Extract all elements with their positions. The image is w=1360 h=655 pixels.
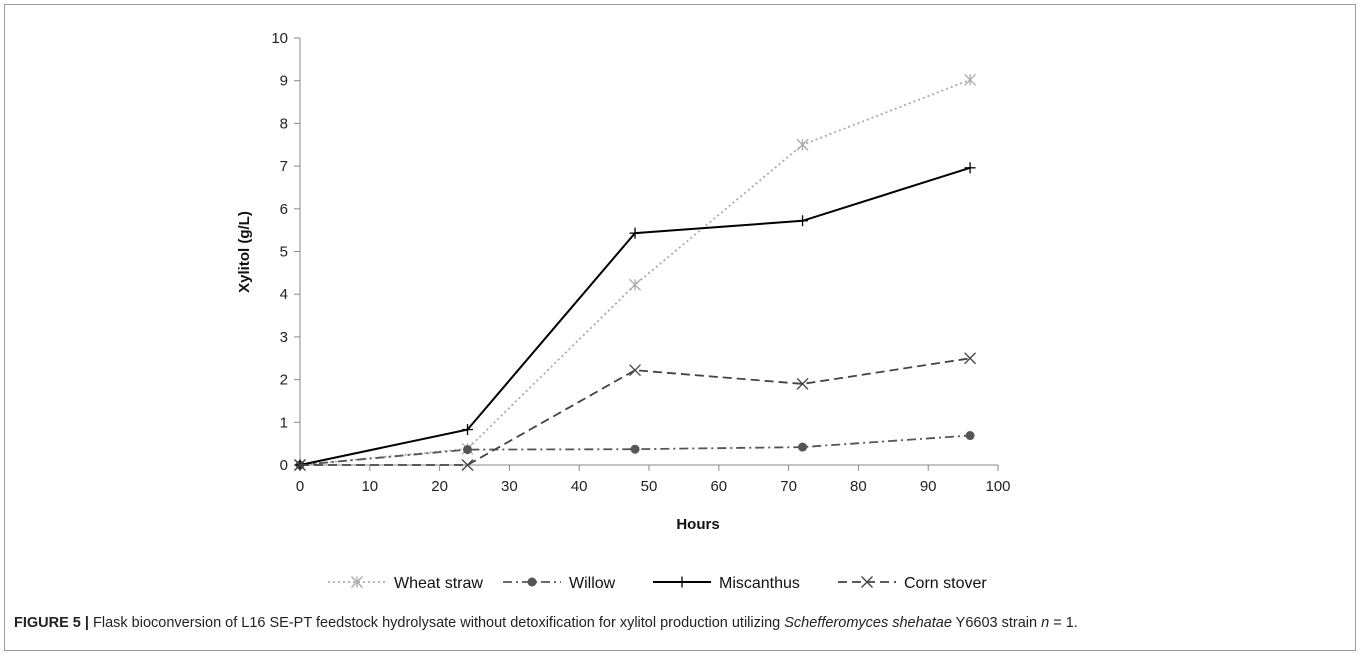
y-tick-label: 4 [280, 286, 288, 303]
caption-strain: Y6603 strain [951, 615, 1042, 631]
data-point-willow [463, 445, 473, 455]
data-point-corn-stover [964, 352, 977, 365]
data-point-willow [630, 444, 640, 454]
series-line-wheat-straw [299, 78, 971, 466]
x-tick-label: 30 [501, 478, 518, 495]
x-axis-title: Hours [676, 516, 719, 533]
marker-circle [965, 431, 975, 441]
y-tick-label: 7 [280, 158, 288, 175]
caption-n-value: = 1. [1049, 615, 1078, 631]
caption-label: FIGURE 5 | [14, 615, 89, 631]
figure-frame [4, 4, 1356, 651]
y-tick-label: 3 [280, 329, 288, 346]
x-tick-label: 80 [850, 478, 867, 495]
x-tick-label: 50 [641, 478, 658, 495]
data-point-miscanthus [462, 424, 474, 436]
data-point-miscanthus [797, 215, 809, 227]
data-point-wheat-straw [629, 278, 641, 291]
legend-swatch-marker [527, 577, 537, 587]
x-tick-label: 60 [710, 478, 727, 495]
marker-stroke [964, 352, 977, 365]
legend-item-wheat-straw: Wheat straw [328, 575, 483, 592]
marker-stroke [629, 364, 641, 377]
marker-circle [527, 577, 537, 587]
legend-swatch-marker [861, 576, 873, 588]
marker-circle [798, 442, 808, 452]
data-point-miscanthus [964, 162, 976, 174]
x-tick-label: 90 [920, 478, 937, 495]
legend: Wheat straw Willow Miscanthus Corn stover [328, 575, 987, 592]
y-tick-label: 5 [280, 244, 288, 261]
legend-item-corn-stover: Corn stover [838, 575, 987, 592]
legend-label: Wheat straw [394, 575, 483, 592]
marker-stroke [461, 459, 474, 471]
series-line-miscanthus [299, 166, 971, 466]
marker-circle [630, 444, 640, 454]
y-tick-label: 6 [280, 201, 288, 218]
y-tick-label: 2 [280, 372, 288, 389]
y-tick-label: 1 [280, 414, 288, 431]
y-tick-label: 9 [280, 73, 288, 90]
data-point-wheat-straw [964, 73, 977, 86]
series-willow [295, 431, 975, 470]
marker-circle [463, 445, 473, 455]
legend-label: Miscanthus [719, 575, 800, 592]
legend-swatch-marker [351, 576, 363, 588]
x-tick-label: 20 [431, 478, 448, 495]
marker-stroke [294, 459, 306, 471]
series-wheat-straw [294, 73, 977, 471]
y-tick-label: 8 [280, 115, 288, 132]
y-tick-label: 0 [280, 457, 288, 474]
legend-swatch-marker [676, 576, 688, 588]
data-point-miscanthus [629, 227, 641, 239]
series-corn-stover [294, 352, 977, 471]
legend-label: Corn stover [904, 575, 987, 592]
caption-text: Flask bioconversion of L16 SE-PT feedsto… [88, 615, 785, 631]
x-tick-label: 10 [361, 478, 378, 495]
legend-label: Willow [569, 575, 616, 592]
data-point-willow [965, 431, 975, 441]
data-point-corn-stover [294, 459, 306, 471]
data-point-corn-stover [629, 364, 641, 377]
x-tick-label: 40 [571, 478, 588, 495]
series-line-willow [299, 434, 971, 466]
series-layer [294, 73, 977, 471]
data-point-wheat-straw [796, 138, 809, 151]
data-point-corn-stover [461, 459, 474, 471]
data-point-corn-stover [796, 377, 809, 390]
x-tick-label: 70 [780, 478, 797, 495]
y-tick-label: 10 [271, 30, 288, 47]
legend-item-willow: Willow [503, 575, 616, 592]
series-miscanthus [294, 162, 976, 471]
figure-caption: FIGURE 5 | Flask bioconversion of L16 SE… [14, 615, 1349, 631]
x-tick-label: 0 [296, 478, 304, 495]
data-point-willow [798, 442, 808, 452]
caption-species: Schefferomyces shehatae [784, 615, 952, 631]
x-tick-label: 100 [985, 478, 1010, 495]
y-axis-title: Xylitol (g/L) [236, 211, 253, 293]
marker-stroke [796, 377, 809, 390]
caption-n-symbol: n [1041, 615, 1050, 631]
legend-item-miscanthus: Miscanthus [653, 575, 800, 592]
marker-stroke [861, 576, 873, 588]
